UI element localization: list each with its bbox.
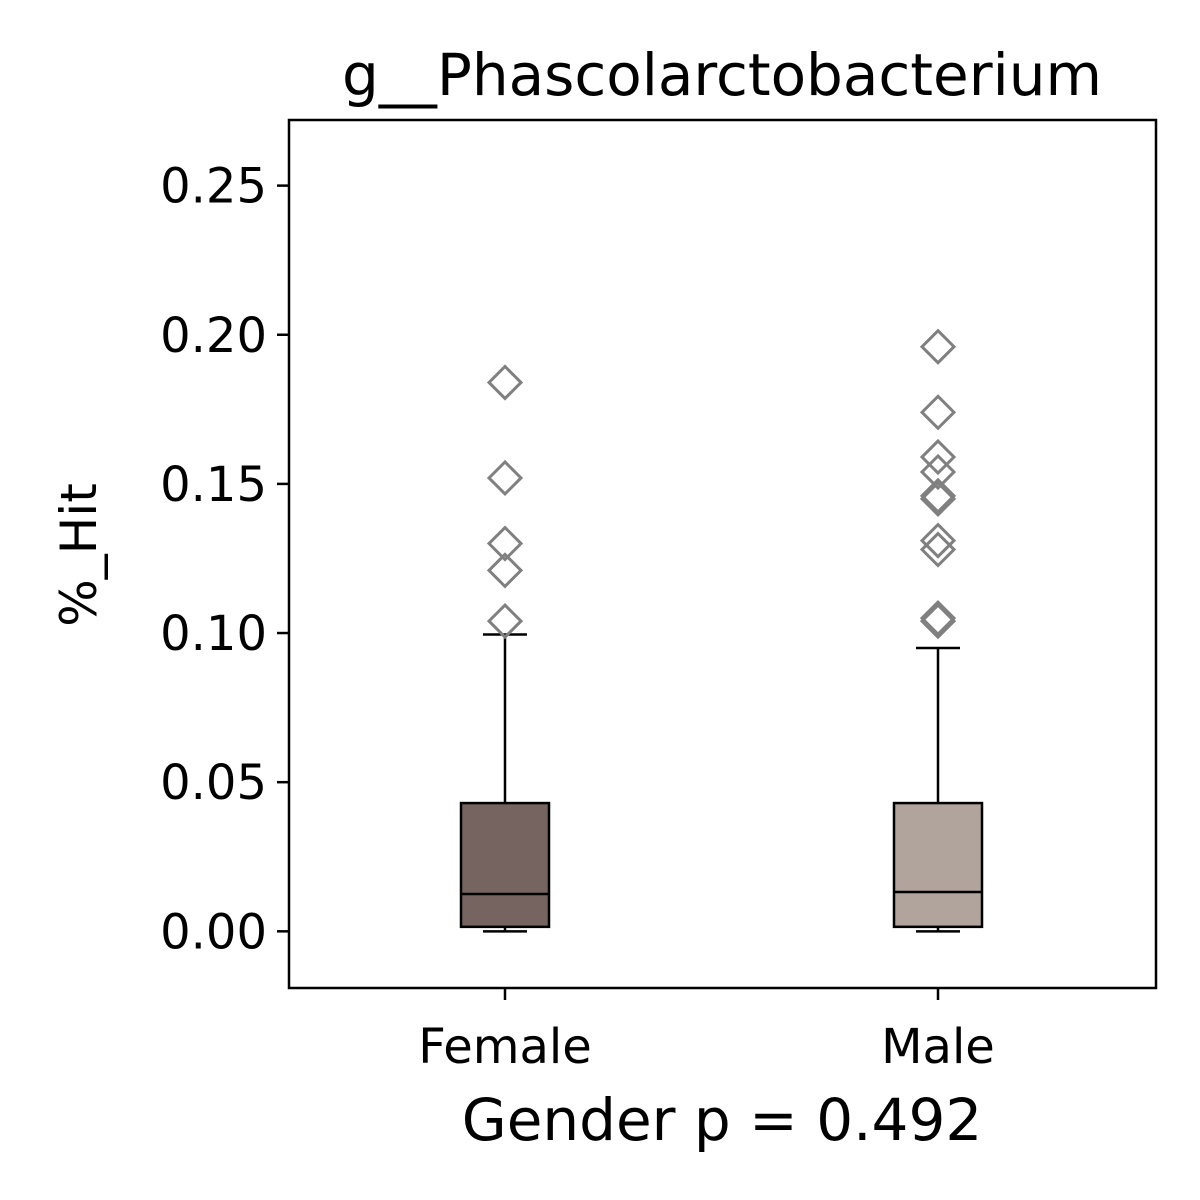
x-tick-label: Female [418,1019,592,1075]
box-series [459,328,984,933]
outlier-point [486,459,524,497]
box-group-male [892,328,984,933]
y-tick-label: 0.25 [160,159,267,215]
outlier-point [919,328,957,365]
y-tick-label: 0.00 [160,904,267,960]
chart-title: g__Phascolarctobacterium [342,41,1102,109]
y-tick-label: 0.15 [160,457,267,513]
y-tick-label: 0.10 [160,606,267,662]
outlier-point [919,602,957,640]
outlier-point [919,522,957,559]
outlier-point [919,438,957,476]
y-tick-label: 0.05 [160,755,267,811]
outlier-point [919,600,957,637]
iqr-box [459,801,551,929]
y-axis-label: %_Hit [50,483,108,627]
outlier-point [919,453,957,491]
iqr-box [892,801,984,929]
y-axis: 0.00 0.05 0.10 0.15 0.20 0.25 [160,159,289,960]
box-group-female [459,364,551,933]
outlier-point [486,364,524,401]
outlier-point [919,394,957,431]
plot-area [287,118,1158,990]
outlier-point [919,480,957,517]
outlier-point [486,552,524,589]
outlier-point [486,602,524,640]
outlier-point [486,525,524,562]
outlier-point [919,477,957,514]
x-axis: Female Male [418,988,995,1075]
outlier-point [919,531,957,568]
x-tick-label: Male [881,1019,995,1075]
y-tick-label: 0.20 [160,308,267,364]
x-axis-label: Gender p = 0.492 [462,1086,983,1154]
